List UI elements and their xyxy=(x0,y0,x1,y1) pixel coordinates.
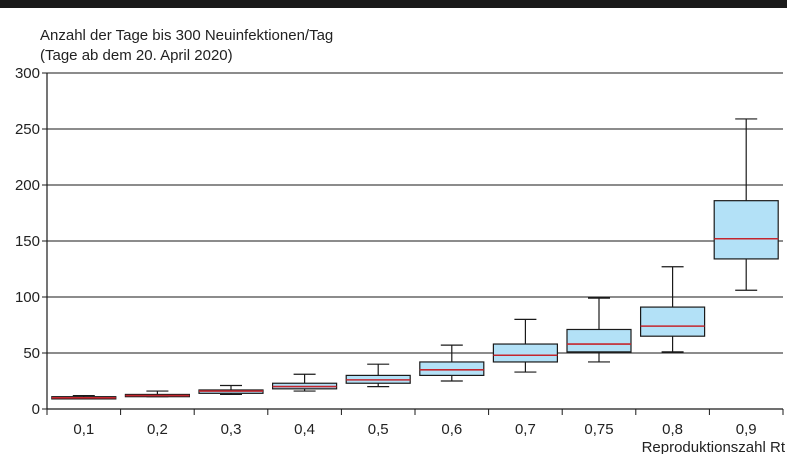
x-tick-label: 0,7 xyxy=(515,421,536,438)
y-tick-label: 250 xyxy=(15,121,40,138)
box-0,8 xyxy=(639,266,706,353)
iqr-box xyxy=(419,361,485,376)
y-tick-label: 150 xyxy=(15,233,40,250)
y-axis-title-line-2: (Tage ab dem 20. April 2020) xyxy=(40,47,233,64)
box-0,2 xyxy=(124,390,191,398)
box-0,1 xyxy=(51,394,117,400)
box-layer xyxy=(51,118,779,400)
box-0,6 xyxy=(419,344,485,382)
x-axis-title: Reproduktionszahl Rt xyxy=(642,439,786,454)
iqr-box xyxy=(492,343,558,363)
header-strip xyxy=(0,0,787,8)
x-tick-label: 0,8 xyxy=(662,421,683,438)
x-tick-label: 0,3 xyxy=(221,421,242,438)
box-0,7 xyxy=(492,318,558,373)
y-tick-label: 300 xyxy=(15,65,40,82)
box-0,3 xyxy=(198,384,264,396)
y-tick-label: 0 xyxy=(32,401,40,418)
y-tick-label: 200 xyxy=(15,177,40,194)
box-0,75 xyxy=(566,297,632,363)
x-tick-label: 0,75 xyxy=(584,421,613,438)
box-0,9 xyxy=(713,118,779,291)
iqr-box xyxy=(566,328,632,353)
iqr-box xyxy=(639,306,706,337)
x-tick-label: 0,4 xyxy=(294,421,315,438)
x-tick-label: 0,9 xyxy=(736,421,757,438)
x-tick-label: 0,1 xyxy=(73,421,94,438)
iqr-box xyxy=(713,200,779,260)
box-0,4 xyxy=(272,373,338,392)
x-tick-label: 0,6 xyxy=(441,421,462,438)
grid-layer xyxy=(47,72,783,354)
y-axis-title-line-1: Anzahl der Tage bis 300 Neuinfektionen/T… xyxy=(40,27,333,44)
x-tick-label: 0,5 xyxy=(368,421,389,438)
y-tick-label: 50 xyxy=(23,345,40,362)
box-0,5 xyxy=(345,363,411,388)
axis-layer: 0 50 100 150 200 250 300 0,1 0,2 0,3 0,4 0,5 0,6 0,7 0… xyxy=(15,65,784,438)
x-tick-label: 0,2 xyxy=(147,421,168,438)
y-tick-label: 100 xyxy=(15,289,40,306)
